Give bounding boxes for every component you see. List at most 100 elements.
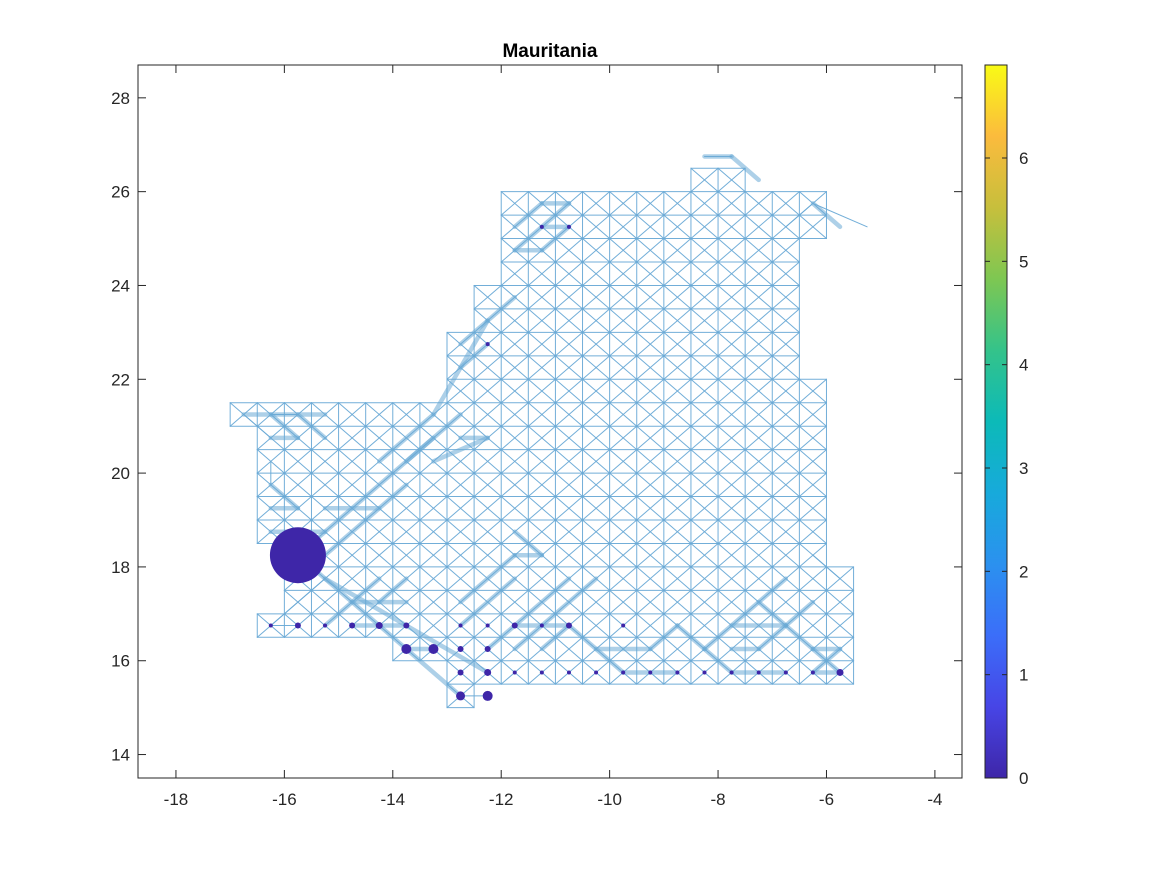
network-edge xyxy=(392,402,421,427)
network-edge xyxy=(609,589,638,615)
network-edge xyxy=(446,542,475,568)
network-heavy-edge xyxy=(376,412,436,464)
network-edge xyxy=(609,238,638,263)
network-node xyxy=(702,670,707,675)
network-edge xyxy=(636,613,665,638)
y-tick-label: 24 xyxy=(111,276,130,295)
network-edge xyxy=(609,308,638,333)
network-edge xyxy=(744,402,773,427)
network-heavy-edge xyxy=(268,412,301,441)
network-node xyxy=(403,622,410,629)
network-node xyxy=(268,623,273,628)
network-edge xyxy=(663,496,692,521)
network-edge xyxy=(663,542,692,568)
x-tick-label: -4 xyxy=(927,790,942,809)
y-axis: 14 16 18 20 22 24 26 28 xyxy=(111,89,962,765)
network-edge xyxy=(663,378,692,404)
network-edge xyxy=(690,542,719,568)
network-edge xyxy=(527,449,556,474)
network-edge xyxy=(771,542,800,568)
network-edge xyxy=(690,308,719,333)
network-edge xyxy=(636,542,665,568)
network-edge xyxy=(392,542,421,568)
network-edge xyxy=(744,566,773,591)
network-edge xyxy=(554,284,584,310)
network-edge xyxy=(365,402,394,427)
network-heavy-edge xyxy=(702,646,734,675)
network-heavy-edge xyxy=(648,623,680,652)
network-edge xyxy=(270,578,326,627)
network-heavy-edge xyxy=(295,412,328,441)
network-edge xyxy=(473,378,502,404)
network-edge xyxy=(582,261,611,286)
network-edge xyxy=(744,378,773,404)
network-edge xyxy=(527,378,556,404)
network-edge xyxy=(338,449,367,474)
network-edge xyxy=(771,449,800,474)
network-edge xyxy=(785,202,814,228)
network-edge xyxy=(527,472,556,498)
network-edge xyxy=(554,542,584,568)
network-edge xyxy=(527,331,556,357)
network-edge xyxy=(582,284,611,310)
network-edge xyxy=(717,191,746,216)
network-edge xyxy=(365,425,394,451)
network-edge xyxy=(690,238,719,263)
network-edge xyxy=(609,214,638,240)
network-edge xyxy=(771,378,800,404)
network-edge xyxy=(744,214,773,240)
network-edge xyxy=(690,449,719,474)
network-edge xyxy=(744,519,773,544)
network-edge xyxy=(636,378,665,404)
network-edge xyxy=(582,425,611,451)
y-tick-label: 20 xyxy=(111,464,130,483)
network-edge xyxy=(690,191,719,216)
network-edge xyxy=(717,496,746,521)
network-edge xyxy=(500,308,529,333)
network-edge xyxy=(473,472,502,498)
network-edge xyxy=(582,331,611,357)
network-edge xyxy=(338,542,367,568)
network-edge xyxy=(243,413,272,439)
chart-title: Mauritania xyxy=(502,41,597,62)
network-edge xyxy=(473,519,502,544)
network-edge xyxy=(636,402,665,427)
network-edge xyxy=(690,167,719,193)
network-node xyxy=(621,670,626,675)
network-edge xyxy=(527,402,556,427)
network-edge xyxy=(717,214,746,240)
network-edge xyxy=(717,331,746,357)
network-edge xyxy=(473,284,502,310)
network-node xyxy=(675,670,680,675)
network-edge xyxy=(609,284,638,310)
network-edge xyxy=(582,191,611,216)
network-edge xyxy=(527,261,556,286)
network-edge xyxy=(690,214,719,240)
network-edge xyxy=(771,519,800,544)
network-edge xyxy=(690,566,719,591)
colorbar-tick-label: 5 xyxy=(1019,252,1028,271)
network-edge xyxy=(771,402,800,427)
y-tick-label: 16 xyxy=(111,652,130,671)
network-edge xyxy=(636,308,665,333)
network-edge xyxy=(690,284,719,310)
network-edge xyxy=(419,496,448,521)
network-edge xyxy=(663,261,692,286)
network-edge xyxy=(690,496,719,521)
network-node xyxy=(484,668,492,676)
network-node xyxy=(485,623,490,628)
network-node xyxy=(375,622,383,630)
network-edge xyxy=(771,425,800,451)
network-edge xyxy=(744,191,773,216)
network-edge xyxy=(744,238,773,263)
network-edge xyxy=(500,589,529,615)
network-edge xyxy=(771,261,800,286)
network-edge xyxy=(609,519,638,544)
network-heavy-edge xyxy=(404,412,463,464)
network-edge xyxy=(690,613,719,638)
network-heavy-edge xyxy=(512,201,545,230)
network-edge xyxy=(446,519,475,544)
colorbar-tick-label: 4 xyxy=(1019,356,1028,375)
network-edge xyxy=(636,284,665,310)
